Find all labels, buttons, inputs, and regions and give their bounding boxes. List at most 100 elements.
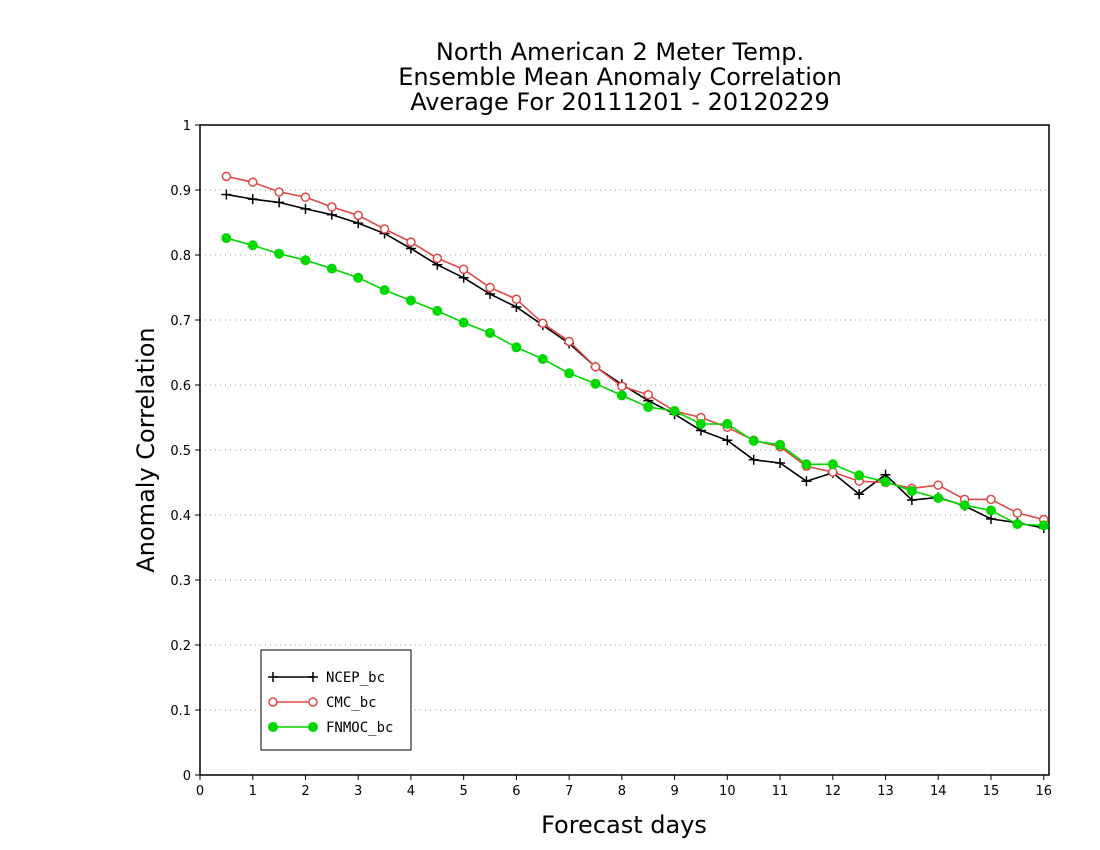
data-point-cmc-bc: [458, 264, 469, 275]
data-point-fnmoc-bc: [537, 354, 548, 364]
data-point-fnmoc-bc: [274, 248, 285, 259]
data-point-fnmoc-bc: [827, 459, 838, 470]
legend-marker-ncep-bc: [308, 672, 318, 682]
legend-label-fnmoc-bc: FNMOC_bc: [326, 720, 393, 736]
data-point-cmc-bc: [300, 192, 311, 202]
series-cmc-bc: [221, 171, 1049, 525]
data-point-cmc-bc: [564, 336, 574, 347]
data-point-ncep-bc: [221, 189, 232, 200]
y-tick-label: 0.5: [170, 444, 191, 459]
legend-entry-fnmoc-bc: FNMOC_bc: [268, 720, 393, 736]
plot-frame: [199, 124, 1050, 776]
data-point-fnmoc-bc: [590, 378, 601, 389]
data-point-fnmoc-bc: [906, 485, 917, 496]
x-tick-label: 2: [301, 784, 309, 799]
data-point-cmc-bc: [617, 381, 627, 392]
data-point-cmc-bc: [379, 224, 390, 234]
data-point-ncep-bc: [801, 476, 812, 487]
data-point-fnmoc-bc: [247, 240, 258, 251]
x-tick-label: 11: [772, 784, 789, 799]
data-point-fnmoc-bc: [1038, 520, 1049, 531]
y-tick-label: 0.7: [170, 314, 191, 329]
y-axis-ticks: 0 0.1 0.2 0.3 0.4 0.5 0.6 0.7 0.8 0.9 1: [170, 119, 200, 784]
series-fnmoc-bc: [221, 233, 1049, 531]
data-point-ncep-bc: [775, 458, 786, 468]
legend-marker-ncep-bc: [268, 672, 278, 682]
data-point-cmc-bc: [274, 187, 284, 197]
data-point-cmc-bc: [828, 467, 838, 477]
data-point-cmc-bc: [590, 362, 601, 372]
x-tick-label: 4: [407, 784, 415, 799]
data-point-cmc-bc: [247, 177, 258, 187]
x-axis-ticks: 0 1 2 3 4 5 6 7 8 9 10 11 12 13 14 15 16: [196, 775, 1052, 799]
data-point-ncep-bc: [985, 513, 996, 524]
legend: NCEP_bc CMC_bc FNMOC_bc: [260, 649, 412, 751]
series-ncep-bc: [221, 189, 1049, 533]
data-point-fnmoc-bc: [880, 476, 891, 487]
x-tick-label: 12: [825, 784, 842, 799]
data-point-fnmoc-bc: [405, 295, 416, 306]
x-tick-label: 7: [565, 784, 573, 799]
y-tick-label: 0.2: [170, 639, 191, 654]
y-axis-label: Anomaly Correlation: [132, 327, 160, 572]
data-point-ncep-bc: [247, 194, 258, 205]
y-tick-label: 0.4: [170, 509, 191, 524]
data-point-fnmoc-bc: [985, 505, 996, 516]
data-point-ncep-bc: [722, 435, 733, 446]
data-point-fnmoc-bc: [669, 406, 680, 416]
data-point-cmc-bc: [221, 171, 232, 182]
title-line-1: North American 2 Meter Temp.: [436, 38, 804, 66]
series-line-fnmoc-bc: [226, 237, 1044, 527]
data-point-fnmoc-bc: [458, 317, 469, 328]
legend-marker-fnmoc-bc: [308, 722, 318, 732]
x-tick-label: 1: [249, 784, 257, 799]
data-point-fnmoc-bc: [300, 255, 311, 266]
legend-marker-cmc-bc: [268, 697, 278, 707]
data-point-fnmoc-bc: [695, 419, 706, 429]
x-tick-label: 8: [618, 784, 626, 799]
data-point-ncep-bc: [458, 272, 469, 283]
data-point-fnmoc-bc: [1012, 519, 1023, 530]
data-point-fnmoc-bc: [933, 493, 944, 504]
x-tick-label: 14: [930, 784, 947, 799]
legend-marker-cmc-bc: [308, 697, 318, 707]
x-tick-label: 6: [512, 784, 520, 799]
x-tick-label: 16: [1035, 784, 1052, 799]
series-line-ncep-bc: [226, 193, 1044, 529]
data-point-fnmoc-bc: [748, 435, 759, 446]
data-point-fnmoc-bc: [432, 305, 443, 316]
data-point-ncep-bc: [854, 489, 865, 500]
legend-label-ncep-bc: NCEP_bc: [326, 670, 385, 686]
data-point-fnmoc-bc: [485, 328, 496, 338]
x-tick-label: 5: [460, 784, 468, 799]
data-point-fnmoc-bc: [326, 263, 337, 274]
data-point-ncep-bc: [274, 197, 285, 208]
x-tick-label: 9: [670, 784, 678, 799]
data-point-cmc-bc: [485, 282, 495, 293]
y-tick-label: 0.1: [170, 704, 191, 719]
data-point-fnmoc-bc: [854, 470, 865, 481]
data-point-fnmoc-bc: [511, 342, 522, 353]
data-point-cmc-bc: [986, 494, 996, 505]
legend-items: NCEP_bc CMC_bc FNMOC_bc: [268, 670, 393, 736]
x-tick-label: 13: [877, 784, 894, 799]
data-point-cmc-bc: [933, 480, 944, 490]
data-point-cmc-bc: [432, 253, 443, 263]
legend-entry-cmc-bc: CMC_bc: [268, 695, 377, 711]
data-point-cmc-bc: [406, 237, 416, 247]
legend-entry-ncep-bc: NCEP_bc: [268, 670, 385, 686]
data-point-cmc-bc: [327, 202, 337, 212]
data-point-fnmoc-bc: [616, 390, 627, 401]
data-point-cmc-bc: [538, 318, 548, 328]
data-point-fnmoc-bc: [643, 402, 654, 413]
data-point-ncep-bc: [300, 203, 311, 214]
data-point-fnmoc-bc: [959, 500, 970, 511]
x-tick-label: 3: [354, 784, 362, 799]
series-line-cmc-bc: [226, 175, 1044, 521]
data-point-fnmoc-bc: [379, 285, 390, 296]
data-point-fnmoc-bc: [722, 419, 733, 429]
title-line-2: Ensemble Mean Anomaly Correlation: [398, 63, 842, 91]
y-tick-label: 0.9: [170, 184, 191, 199]
y-tick-label: 0.3: [170, 574, 191, 589]
